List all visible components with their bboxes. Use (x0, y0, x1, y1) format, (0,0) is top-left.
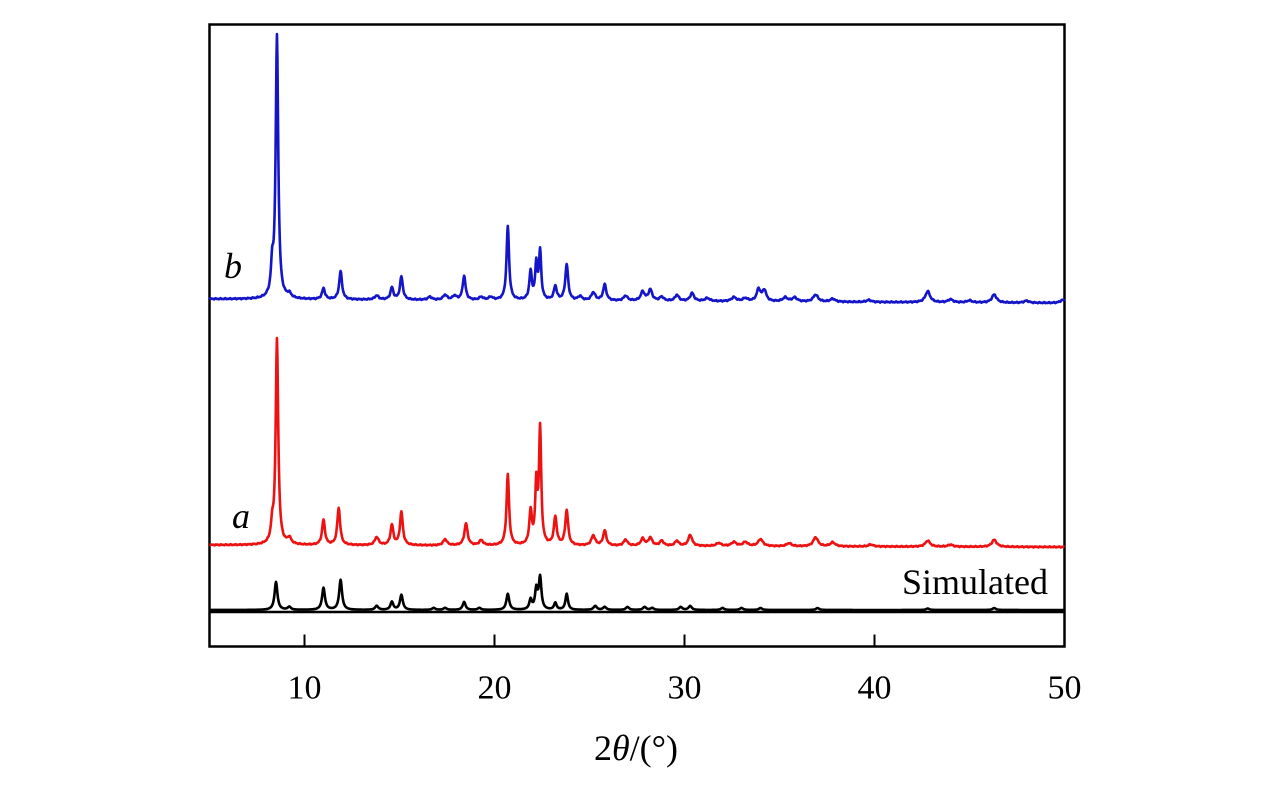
x-axis-title-theta: θ (612, 728, 630, 768)
x-axis-ticks (303, 634, 1066, 647)
x-tick-label-20: 20 (478, 670, 512, 707)
x-axis-title: 2θ/(°) (594, 728, 678, 768)
series-line-simulated (208, 573, 1066, 612)
series-label-simulated: Simulated (902, 562, 1048, 602)
x-tick-label-30: 30 (668, 670, 702, 707)
series-lines (208, 32, 1066, 612)
x-tick-label-50: 50 (1048, 670, 1082, 707)
series-line-b (208, 32, 1066, 305)
x-axis-title-prefix: 2 (594, 728, 612, 768)
series-label-b: b (224, 246, 242, 286)
x-axis-title-unit: /(°) (630, 728, 678, 768)
x-axis-tick-labels: 10 20 30 40 50 (288, 670, 1082, 707)
x-tick-label-10: 10 (288, 670, 322, 707)
series-label-a: a (232, 496, 250, 536)
plot-frame (208, 23, 1066, 648)
series-line-a (208, 336, 1066, 549)
x-tick-label-40: 40 (858, 670, 892, 707)
